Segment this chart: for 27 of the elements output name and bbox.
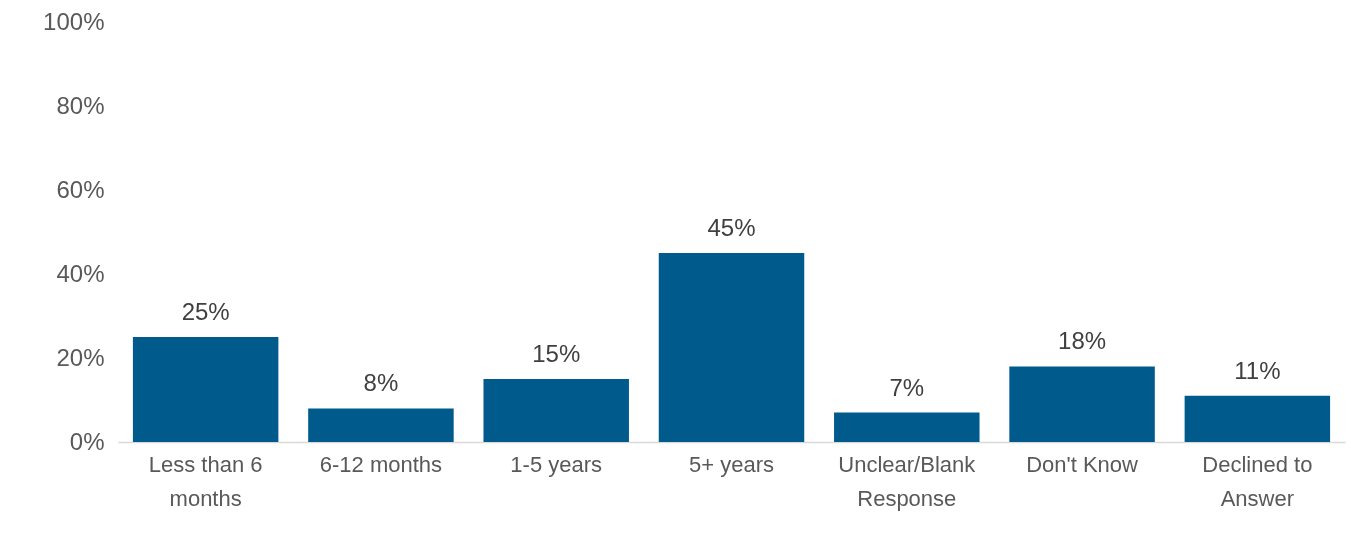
y-tick-label: 80% [56, 91, 105, 119]
data-label: 45% [707, 214, 756, 241]
bar [483, 379, 629, 442]
x-tick-label: 1-5 years [510, 451, 603, 477]
data-label: 7% [889, 373, 925, 401]
data-label: 18% [1058, 327, 1107, 355]
bar [834, 412, 980, 442]
data-label: 11% [1234, 356, 1281, 384]
x-tick-label: 6-12 months [319, 451, 443, 477]
x-tick-label: Don't Know [1026, 451, 1139, 477]
bar [1009, 366, 1155, 442]
x-tick-label: Unclear/Blank Response [838, 451, 977, 511]
y-tick-label: 60% [56, 175, 105, 203]
bar [1184, 395, 1331, 442]
x-tick-label: Less than 6 months [148, 451, 263, 511]
data-label: 25% [181, 298, 230, 325]
data-label: 8% [363, 369, 399, 397]
x-tick-label: 5+ years [689, 451, 774, 477]
bar [308, 408, 454, 442]
y-tick-label: 0% [69, 427, 105, 455]
y-tick-label: 100% [43, 7, 105, 35]
y-tick-label: 20% [56, 343, 105, 371]
bar [132, 337, 279, 442]
data-label: 15% [532, 340, 581, 367]
bar [658, 253, 805, 442]
x-tick-label: Declined to Answer [1202, 451, 1313, 511]
y-tick-label: 40% [56, 259, 105, 287]
